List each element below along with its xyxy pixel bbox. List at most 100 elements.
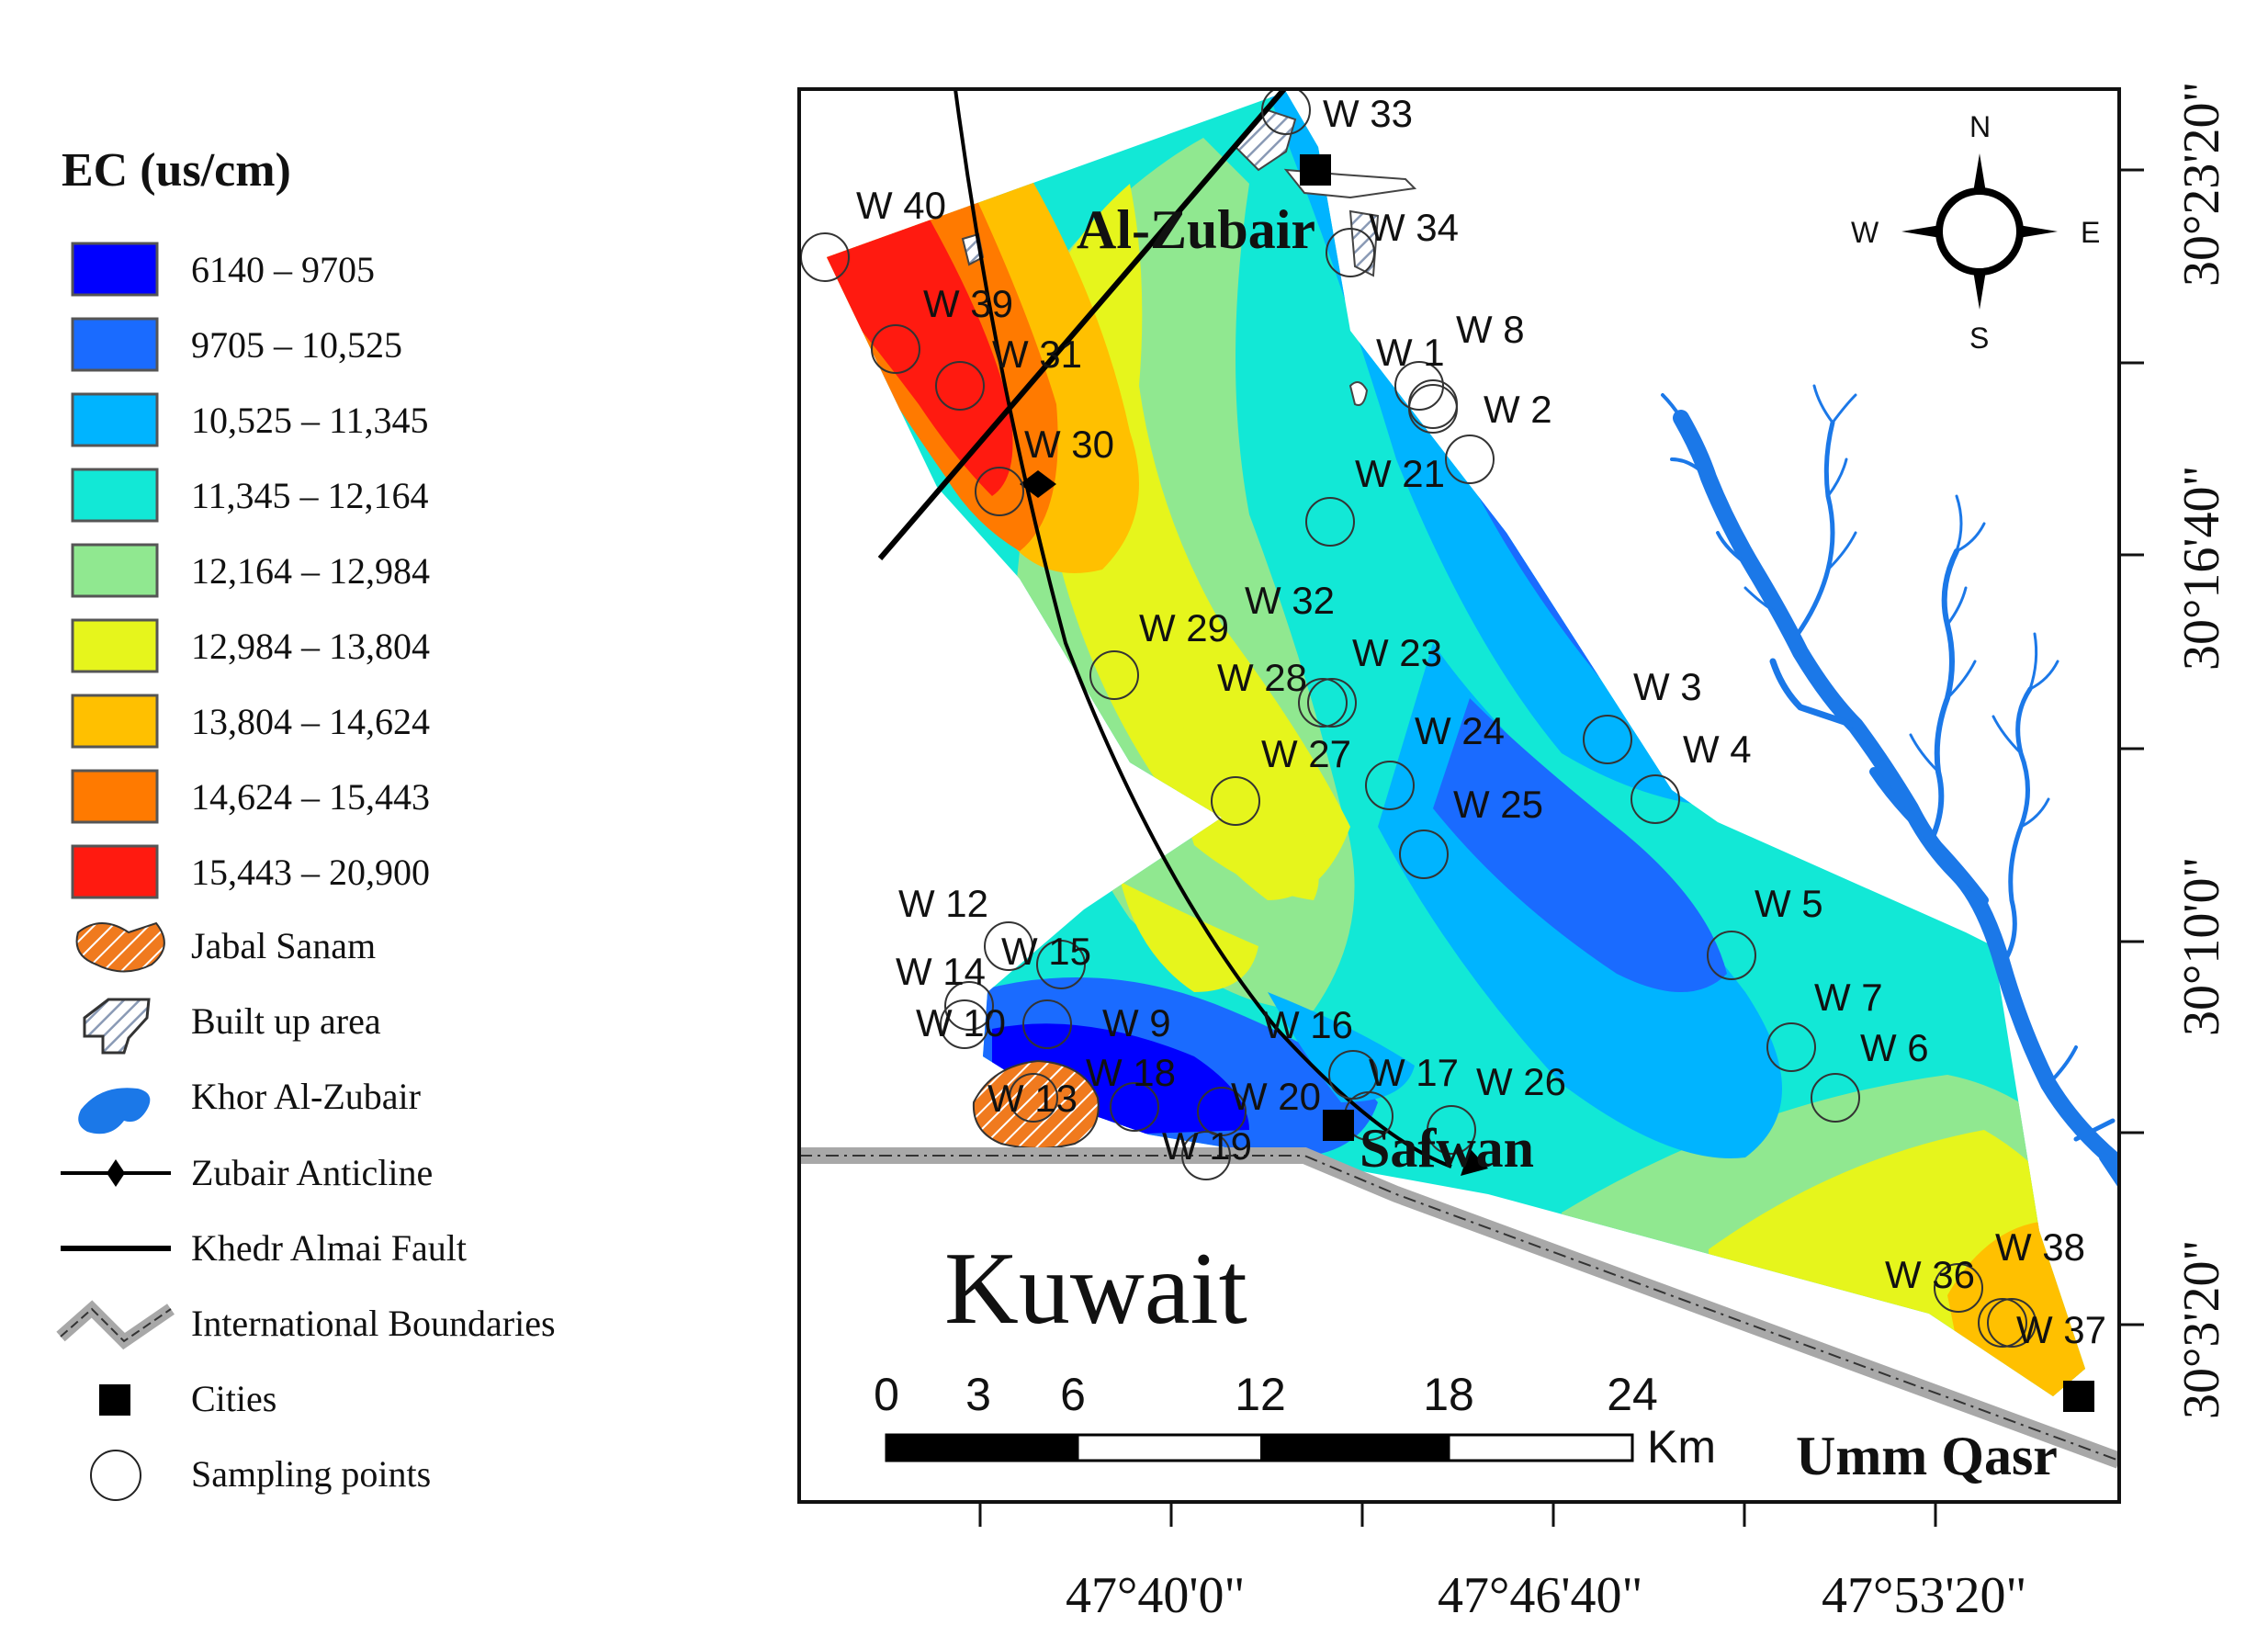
latitude-label: 30°16'40" bbox=[2173, 466, 2230, 671]
legend-symbol-label: International Boundaries bbox=[191, 1303, 556, 1344]
sampling-point bbox=[1089, 650, 1139, 700]
khedr-almai-fault bbox=[877, 89, 1287, 560]
sampling-point bbox=[975, 467, 1024, 516]
legend-swatch bbox=[71, 618, 159, 673]
city-markers bbox=[1300, 154, 2094, 1412]
sampling-point bbox=[1707, 931, 1756, 980]
sampling-point bbox=[935, 361, 985, 411]
scale-unit: Km bbox=[1647, 1421, 1716, 1473]
scale-tick-label: 18 bbox=[1423, 1369, 1474, 1420]
sampling-point bbox=[1766, 1022, 1816, 1072]
scale-bar: 0 3 6 12 18 24 Km bbox=[874, 1369, 1716, 1473]
west-label: W bbox=[1851, 216, 1879, 249]
well-label: W 17 bbox=[1369, 1051, 1459, 1094]
scale-tick-label: 12 bbox=[1235, 1369, 1286, 1420]
sampling-point bbox=[1110, 1082, 1159, 1132]
black-square-icon bbox=[99, 1384, 130, 1416]
legend-symbol-label: Built up area bbox=[191, 1000, 381, 1042]
map-body: W 33W 34W 40W 39W 31W 30W 1W 8W 2W 21W 3… bbox=[799, 89, 2119, 1502]
legend-symbol-label: Sampling points bbox=[191, 1453, 431, 1495]
longitude-label: 47°53'20" bbox=[1822, 1567, 2026, 1624]
south-label: S bbox=[1969, 322, 1989, 355]
well-label: W 18 bbox=[1086, 1051, 1176, 1094]
sampling-point bbox=[1583, 715, 1632, 764]
line-with-diamond-icon bbox=[61, 1159, 171, 1187]
legend-symbol-label: Zubair Anticline bbox=[191, 1152, 433, 1193]
sampling-point bbox=[871, 324, 920, 374]
legend-class-label: 9705 – 10,525 bbox=[191, 324, 402, 366]
well-label: W 31 bbox=[992, 333, 1082, 376]
city-marker-umm-qasr bbox=[2063, 1381, 2094, 1412]
sampling-points bbox=[800, 89, 2037, 1348]
legend-swatch bbox=[71, 694, 159, 749]
well-label: W 32 bbox=[1245, 579, 1335, 622]
legend-class-label: 15,443 – 20,900 bbox=[191, 852, 430, 893]
well-label: W 9 bbox=[1102, 1001, 1171, 1044]
legend-class-label: 10,525 – 11,345 bbox=[191, 400, 429, 441]
east-label: E bbox=[2081, 216, 2100, 249]
well-label: W 38 bbox=[1995, 1225, 2085, 1269]
sampling-point bbox=[1987, 1298, 2037, 1348]
well-label: W 7 bbox=[1814, 976, 1883, 1019]
legend-swatch bbox=[71, 317, 159, 372]
well-label: W 8 bbox=[1456, 308, 1525, 351]
legend-swatch bbox=[71, 392, 159, 447]
legend-class-label: 13,804 – 14,624 bbox=[191, 701, 430, 742]
legend-symbol-label: Jabal Sanam bbox=[191, 925, 376, 966]
city-marker-al-zubair bbox=[1300, 154, 1331, 186]
sampling-point bbox=[984, 921, 1033, 971]
well-label: W 25 bbox=[1453, 783, 1543, 826]
sampling-point bbox=[1326, 228, 1375, 277]
sampling-point bbox=[1298, 678, 1348, 728]
sampling-point bbox=[1181, 1131, 1231, 1180]
scale-tick-label: 3 bbox=[965, 1369, 991, 1420]
legend-symbol-label: Khedr Almai Fault bbox=[191, 1227, 467, 1269]
north-arrow-icon: N S E W bbox=[1851, 110, 2100, 355]
well-label: W 30 bbox=[1024, 423, 1114, 466]
sampling-point bbox=[1811, 1073, 1860, 1123]
legend-swatch bbox=[71, 844, 159, 899]
sampling-point bbox=[1399, 830, 1449, 879]
country-label-kuwait: Kuwait bbox=[944, 1232, 1247, 1346]
city-label-safwan: Safwan bbox=[1360, 1118, 1534, 1179]
well-label: W 12 bbox=[898, 882, 988, 925]
well-label: W 37 bbox=[2016, 1308, 2106, 1351]
scale-tick-label: 6 bbox=[1060, 1369, 1086, 1420]
well-label: W 26 bbox=[1476, 1060, 1566, 1103]
latitude-label: 30°23'20" bbox=[2173, 82, 2230, 287]
longitude-label: 47°46'40" bbox=[1438, 1567, 1642, 1624]
scale-tick-label: 24 bbox=[1607, 1369, 1658, 1420]
sampling-point bbox=[1009, 1073, 1058, 1123]
well-label: W 5 bbox=[1755, 882, 1823, 925]
sampling-point bbox=[1427, 1105, 1476, 1155]
international-boundary bbox=[799, 1147, 2119, 1469]
well-label: W 15 bbox=[1001, 930, 1091, 973]
city-label-al-zubair: Al-Zubair bbox=[1077, 199, 1315, 260]
well-label: W 27 bbox=[1261, 732, 1351, 775]
graticule-ticks bbox=[978, 168, 2144, 1527]
sampling-point bbox=[1365, 761, 1415, 810]
map-frame bbox=[797, 87, 2121, 1504]
legend-symbol-label: Cities bbox=[191, 1378, 276, 1419]
latitude-label: 30°10'0" bbox=[2173, 857, 2230, 1036]
well-label: W 16 bbox=[1263, 1003, 1353, 1046]
blue-water-icon bbox=[78, 1088, 151, 1134]
well-label: W 33 bbox=[1323, 92, 1413, 135]
well-label: W 1 bbox=[1376, 331, 1445, 374]
longitude-label: 47°40'0" bbox=[1066, 1567, 1245, 1624]
well-label: W 20 bbox=[1231, 1075, 1321, 1118]
well-label: W 24 bbox=[1415, 709, 1505, 752]
khor-al-zubair-river bbox=[1661, 384, 2119, 1189]
well-label: W 3 bbox=[1633, 665, 1702, 708]
sampling-point bbox=[1036, 940, 1086, 989]
well-label: W 28 bbox=[1217, 656, 1307, 699]
well-label: W 19 bbox=[1162, 1124, 1252, 1168]
well-label: W 6 bbox=[1860, 1026, 1929, 1069]
sampling-point bbox=[1934, 1263, 1983, 1313]
legend-swatch bbox=[71, 543, 159, 598]
legend-class-label: 6140 – 9705 bbox=[191, 249, 375, 290]
city-marker-safwan bbox=[1323, 1110, 1354, 1141]
legend-swatch bbox=[71, 769, 159, 824]
legend-symbol-label: Khor Al-Zubair bbox=[191, 1076, 421, 1117]
